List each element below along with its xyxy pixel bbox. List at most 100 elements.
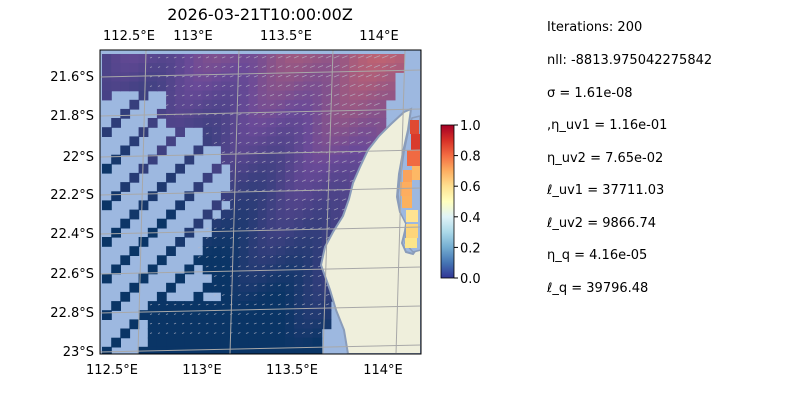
current-vector-arrow [341,160,347,163]
current-vector-arrow [245,103,250,106]
field-cell [166,81,176,92]
current-vector-arrow [237,256,241,258]
field-cell [202,127,213,137]
field-cell [230,282,240,293]
field-cell [230,154,240,165]
field-cell [220,81,231,92]
current-vector-arrow [309,160,315,163]
ell-q-text: ℓ_q = 39796.48 [547,281,649,296]
field-cell [184,301,195,311]
field-cell [303,328,314,339]
current-vector-arrow [365,122,372,125]
current-vector-arrow [253,332,257,334]
field-cell [211,118,222,128]
field-cell [129,246,140,256]
field-cell [111,118,121,128]
field-cell [230,90,240,101]
field-cell [294,108,304,119]
current-vector-arrow [197,332,201,334]
field-cell [193,301,204,311]
current-vector-arrow [285,255,290,258]
field-cell [275,328,286,339]
current-vector-arrow [213,75,218,78]
field-cell [376,63,387,73]
current-vector-arrow [301,93,307,97]
field-cell [266,63,277,73]
field-cell [285,81,295,92]
field-cell [184,81,195,92]
current-vector-arrow [253,113,258,116]
field-cell [230,328,240,339]
field-cell [138,54,149,64]
current-vector-arrow [269,122,274,125]
field-cell [349,172,359,183]
field-cell [102,237,112,247]
field-cell [266,72,277,83]
field-cell [156,337,167,348]
current-vector-arrow [173,75,177,78]
field-cell [266,118,277,128]
current-vector-arrow [229,246,233,249]
grid-line-parallel [100,305,421,314]
field-cell [312,346,323,354]
current-vector-arrow [253,217,258,220]
field-cell [257,191,268,202]
current-vector-arrow [261,132,266,135]
field-cell [230,108,240,119]
current-vector-arrow [285,74,291,78]
current-vector-arrow [205,56,210,59]
x-tick-label-top: 113°E [173,29,213,44]
current-vector-arrow [277,246,282,249]
field-cell [321,127,332,137]
current-vector-arrow [277,65,283,68]
current-vector-arrow [317,322,322,325]
field-cell [266,310,277,320]
field-cell [120,54,131,64]
field-cell [339,118,350,128]
field-cell [220,273,231,284]
current-vector-arrow [213,56,218,59]
current-vector-arrow [253,313,257,315]
field-cell [376,118,387,128]
field-cell [220,118,231,128]
field-cell [312,328,323,339]
current-vector-arrow [149,85,153,87]
current-vector-arrow [213,132,218,135]
current-vector-arrow [229,94,234,97]
current-vector-arrow [277,170,282,173]
current-vector-arrow [389,55,397,59]
field-cell [138,90,149,101]
field-cell [385,81,396,92]
current-vector-arrow [149,332,153,334]
current-vector-arrow [181,85,185,87]
field-cell [239,172,250,183]
current-vector-arrow [269,255,274,258]
current-vector-arrow [173,313,177,315]
colorbar-tick-label: 0.4 [460,211,481,226]
current-vector-arrow [341,103,348,106]
current-vector-arrow [341,122,348,125]
field-cell [275,255,286,266]
field-cell [330,154,341,165]
current-vector-arrow [205,75,210,78]
field-cell [330,118,341,128]
field-cell [220,337,231,348]
current-vector-arrow [149,322,153,325]
field-cell [275,136,286,147]
field-cell [275,145,286,156]
field-cell [175,127,185,137]
current-vector-arrow [221,103,226,106]
current-vector-arrow [293,122,299,125]
field-cell [211,136,222,147]
field-cell [294,200,304,211]
field-cell [248,90,259,101]
current-vector-arrow [261,65,267,68]
field-cell [175,200,185,211]
field-cell [156,218,167,229]
field-cell [312,145,323,156]
current-vector-arrow [253,84,258,87]
field-cell [239,145,250,156]
current-vector-arrow [309,198,314,201]
field-cell [147,63,158,73]
current-vector-arrow [309,74,315,78]
